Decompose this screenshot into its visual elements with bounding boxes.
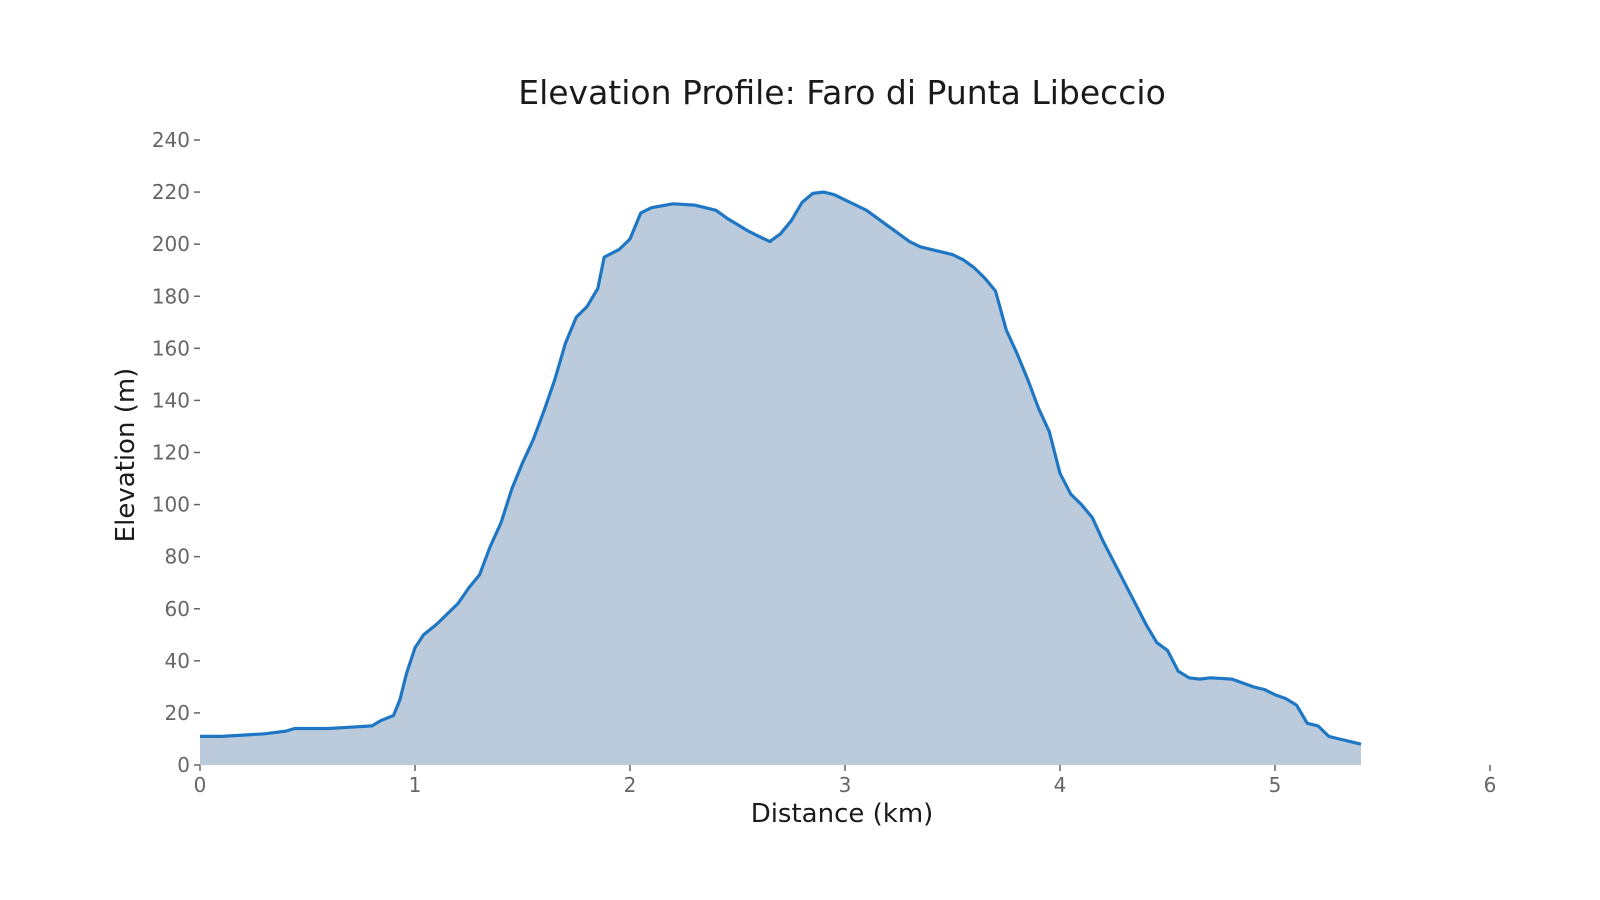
x-tick-label: 0 <box>194 773 207 797</box>
elevation-line <box>200 190 1362 746</box>
y-tick-label: 0 <box>177 753 190 777</box>
x-tick-label: 4 <box>1054 773 1067 797</box>
y-tick-label: 80 <box>165 545 190 569</box>
x-tick-label: 6 <box>1484 773 1497 797</box>
x-axis: 0 1 2 3 4 5 6 <box>194 765 1497 797</box>
x-tick-label: 3 <box>839 773 852 797</box>
y-tick-label: 240 <box>152 128 190 152</box>
y-tick-label: 20 <box>165 701 190 725</box>
x-tick-label: 1 <box>409 773 422 797</box>
y-tick-label: 180 <box>152 284 190 308</box>
x-tick-label: 5 <box>1269 773 1282 797</box>
y-axis: 0 20 40 60 80 100 120 140 160 180 200 220 240 <box>152 128 200 777</box>
y-tick-label: 40 <box>165 649 190 673</box>
chart-title: Elevation Profile: Faro di Punta Libecci… <box>518 73 1166 112</box>
y-tick-label: 60 <box>165 597 190 621</box>
x-axis-label: Distance (km) <box>751 799 934 829</box>
y-tick-label: 160 <box>152 336 190 360</box>
y-tick-label: 200 <box>152 232 190 256</box>
y-tick-label: 220 <box>152 180 190 204</box>
y-tick-label: 140 <box>152 388 190 412</box>
elevation-area <box>200 192 1361 766</box>
y-tick-label: 120 <box>152 441 190 465</box>
plot-area <box>200 190 1362 766</box>
y-tick-label: 100 <box>152 493 190 517</box>
x-tick-label: 2 <box>624 773 637 797</box>
y-axis-label: Elevation (m) <box>111 368 141 543</box>
